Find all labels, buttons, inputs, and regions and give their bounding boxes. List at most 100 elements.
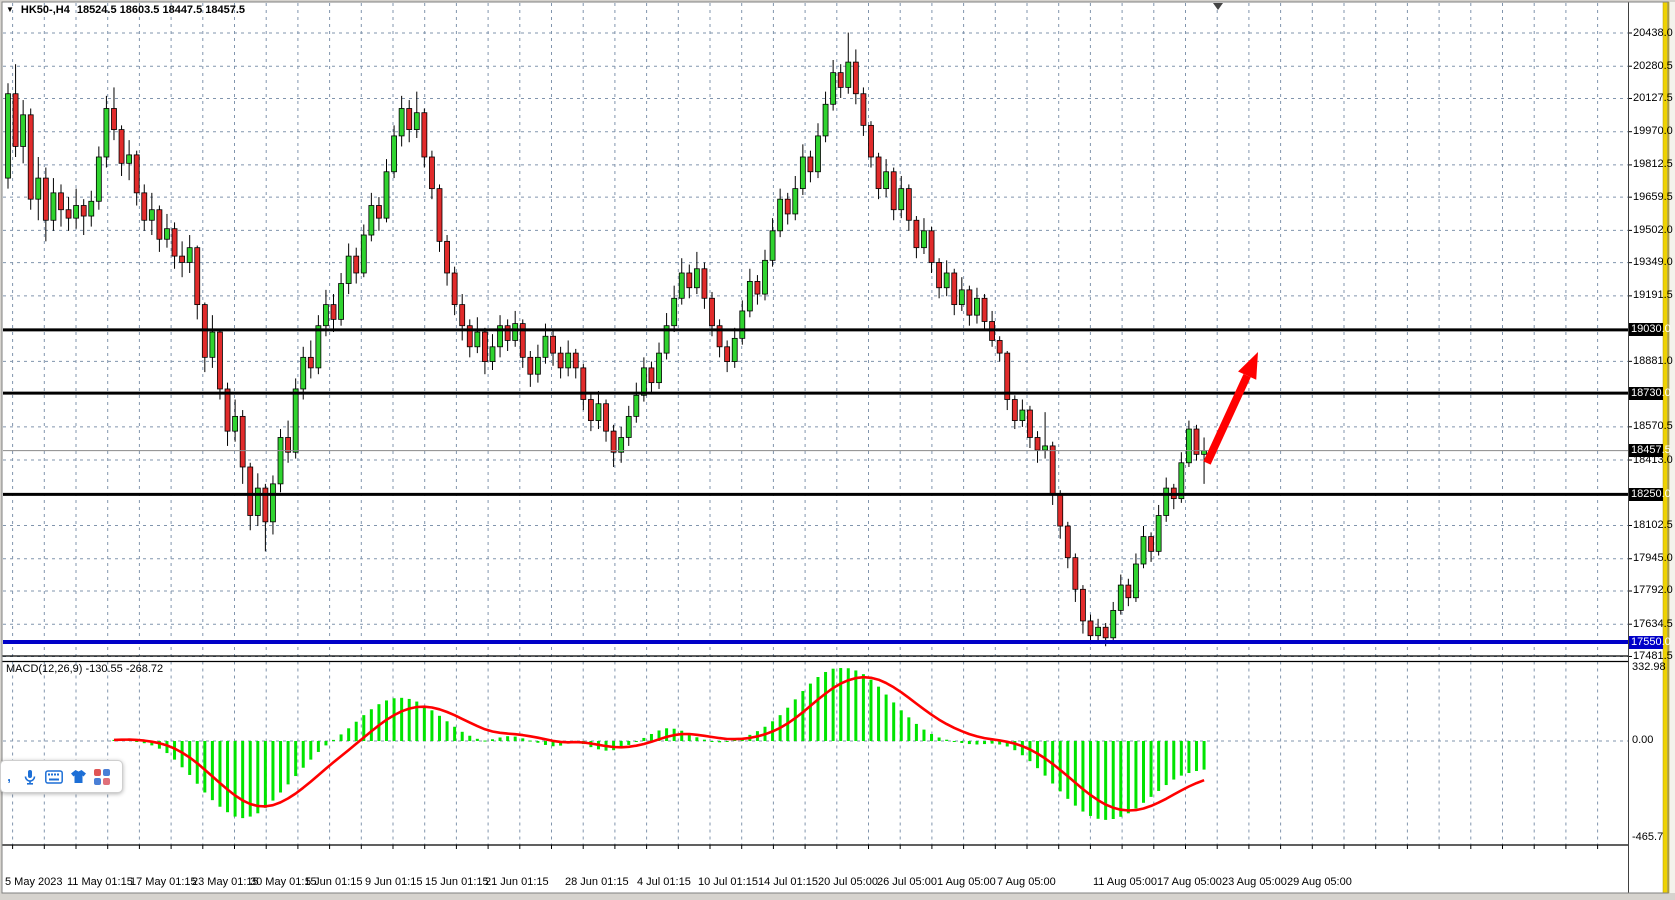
time-axis-label: 23 May 01:15 xyxy=(192,876,259,888)
bear-candle xyxy=(1193,428,1200,455)
bull-candle xyxy=(1117,584,1124,611)
bull-candle xyxy=(186,247,193,263)
macd-histogram-bar xyxy=(135,741,139,742)
macd-histogram-bar xyxy=(142,741,146,744)
bear-candle xyxy=(603,403,609,432)
bull-candle xyxy=(618,437,625,453)
bull-candle xyxy=(943,272,950,289)
macd-histogram-bar xyxy=(1202,741,1206,770)
toolbox-icon[interactable] xyxy=(93,768,111,786)
time-axis-label: 15 Jun 01:15 xyxy=(425,876,489,888)
bear-candle xyxy=(527,356,534,375)
bull-candle xyxy=(1042,445,1048,451)
level-price-badge: 19030.0 xyxy=(1629,323,1671,337)
macd-histogram-bar xyxy=(702,739,706,741)
bear-candle xyxy=(1011,399,1018,422)
bear-candle xyxy=(171,228,178,257)
macd-histogram-bar xyxy=(1149,741,1153,797)
macd-histogram-bar xyxy=(112,739,116,741)
bull-candle xyxy=(489,346,496,362)
macd-histogram-bar xyxy=(824,671,828,741)
microphone-icon[interactable] xyxy=(21,768,39,786)
bull-candle xyxy=(663,325,670,354)
bull-candle xyxy=(338,283,344,320)
bear-candle xyxy=(217,331,223,390)
macd-signal-line xyxy=(113,675,1205,812)
macd-histogram-bar xyxy=(521,738,525,741)
bear-candle xyxy=(406,108,413,130)
bear-candle xyxy=(572,352,579,369)
time-axis-label: 20 Jul 05:00 xyxy=(818,876,878,888)
bull-candle xyxy=(542,335,549,358)
macd-histogram-bar xyxy=(513,736,517,741)
macd-histogram-bar xyxy=(960,741,964,743)
macd-histogram-bar xyxy=(218,741,222,807)
bear-candle xyxy=(504,325,511,341)
macd-histogram-bar xyxy=(271,741,275,801)
macd-histogram-bar xyxy=(1157,741,1161,791)
macd-histogram-bar xyxy=(445,721,449,741)
time-axis-label: 26 Jul 05:00 xyxy=(877,876,937,888)
bear-candle xyxy=(118,129,125,164)
price-axis-tick-label: 19812.5 xyxy=(1633,158,1673,171)
macd-histogram-bar xyxy=(680,730,684,741)
time-axis-label: 30 May 01:15 xyxy=(250,876,317,888)
bear-candle xyxy=(12,93,19,147)
time-axis-label: 28 Jun 01:15 xyxy=(565,876,629,888)
bear-candle xyxy=(307,356,314,369)
bear-candle xyxy=(890,171,897,211)
keyboard-icon[interactable] xyxy=(45,768,63,786)
macd-histogram-bar xyxy=(816,677,820,741)
macd-histogram-bar xyxy=(801,691,805,741)
price-axis-tick-label: 19502.0 xyxy=(1633,223,1673,236)
price-axis-tick-label: 20438.0 xyxy=(1633,26,1673,39)
macd-histogram-bar xyxy=(377,704,381,741)
time-axis-label: 9 Jun 01:15 xyxy=(365,876,423,888)
bull-candle xyxy=(815,135,821,173)
macd-histogram-bar xyxy=(884,694,888,741)
bull-candle xyxy=(209,331,216,358)
bull-candle xyxy=(254,487,261,516)
bull-candle xyxy=(565,352,572,369)
trend-arrow-shaft[interactable] xyxy=(1203,373,1251,465)
macd-histogram-bar xyxy=(1051,741,1055,784)
macd-histogram-bar xyxy=(339,734,343,741)
bear-candle xyxy=(1034,437,1041,451)
macd-histogram-bar xyxy=(415,701,419,741)
punctuation-icon[interactable]: , xyxy=(7,769,11,784)
macd-histogram-bar xyxy=(1126,741,1130,814)
macd-histogram-bar xyxy=(559,741,563,746)
trend-arrow-head[interactable] xyxy=(1238,352,1258,380)
bull-candle xyxy=(270,483,276,523)
bear-candle xyxy=(1004,352,1011,400)
bear-candle xyxy=(875,156,882,190)
macd-histogram-bar xyxy=(286,741,290,785)
bear-candle xyxy=(837,72,844,88)
bull-candle xyxy=(830,72,837,105)
bull-candle xyxy=(1186,428,1192,464)
price-axis-tick-label: 19349.0 xyxy=(1633,256,1673,269)
skin-icon[interactable] xyxy=(69,768,87,786)
macd-histogram-bar xyxy=(725,741,729,742)
symbol-dropdown-icon[interactable]: ▼ xyxy=(6,5,14,14)
bear-candle xyxy=(996,340,1003,354)
macd-histogram-bar xyxy=(294,741,298,777)
macd-histogram-bar xyxy=(839,668,843,741)
bull-candle xyxy=(845,61,852,88)
ime-toolbar[interactable]: , xyxy=(0,760,123,793)
bull-candle xyxy=(1095,626,1101,637)
bull-candle xyxy=(671,297,678,327)
macd-histogram-bar xyxy=(612,741,616,751)
bear-candle xyxy=(966,289,973,316)
bear-candle xyxy=(716,325,723,348)
bull-candle xyxy=(777,198,784,232)
macd-histogram-bar xyxy=(203,741,207,793)
macd-indicator-label: MACD(12,26,9) -130.55 -268.72 xyxy=(6,663,164,675)
macd-histogram-bar xyxy=(506,736,510,741)
macd-histogram-bar xyxy=(309,741,313,760)
bear-candle xyxy=(754,281,761,295)
bull-candle xyxy=(633,394,640,417)
bull-candle xyxy=(799,156,806,190)
